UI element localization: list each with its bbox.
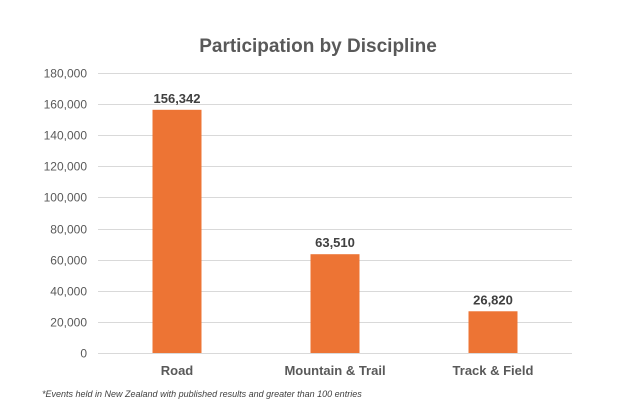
data-label: 156,342 [154,91,201,106]
bars [152,109,518,353]
y-tick-label: 60,000 [50,254,87,268]
data-label: 26,820 [473,292,513,307]
y-axis-tick-labels: 0 20,000 40,000 60,000 80,000 100,000 120,000 1… [44,67,88,361]
y-tick-label: 100,000 [44,191,88,205]
y-tick-label: 80,000 [50,223,87,237]
y-tick-label: 0 [80,347,87,361]
category-label: Track & Field [453,363,534,378]
footnote: *Events held in New Zealand with publish… [42,389,362,399]
data-labels: 156,342 63,510 26,820 [154,91,513,307]
category-label: Mountain & Trail [284,363,385,378]
y-tick-label: 140,000 [44,129,88,143]
y-tick-label: 120,000 [44,160,88,174]
data-label: 63,510 [315,235,355,250]
chart-title: Participation by Discipline [199,36,437,57]
category-label: Road [161,363,194,378]
bar [152,109,202,353]
bar [310,254,360,353]
y-tick-label: 40,000 [50,285,87,299]
y-tick-label: 20,000 [50,316,87,330]
x-axis-category-labels: Road Mountain & Trail Track & Field [161,363,534,378]
y-tick-label: 160,000 [44,98,88,112]
bar [468,311,518,353]
y-tick-label: 180,000 [44,67,88,81]
